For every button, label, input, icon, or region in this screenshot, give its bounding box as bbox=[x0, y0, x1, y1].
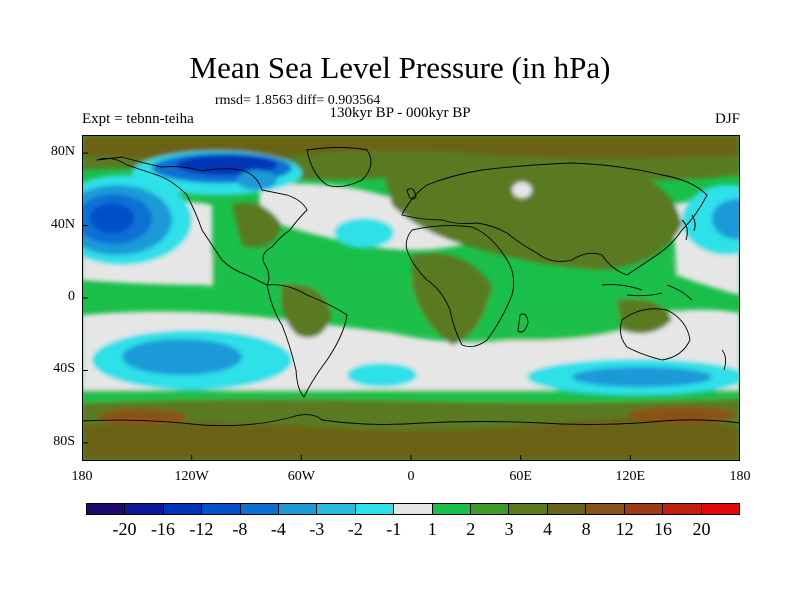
colorbar-swatch bbox=[701, 504, 739, 514]
colorbar-swatch bbox=[125, 504, 164, 514]
lon-ticks bbox=[82, 455, 740, 461]
colorbar-swatch bbox=[240, 504, 280, 514]
north-atlantic-grey bbox=[259, 183, 462, 250]
colorbar-label: -20 bbox=[112, 519, 137, 539]
colorbar-swatch bbox=[471, 504, 510, 514]
colorbar-label: 12 bbox=[615, 519, 634, 539]
colorbar-label: 16 bbox=[654, 519, 673, 539]
colorbar-label: 3 bbox=[504, 519, 514, 539]
australia-olive bbox=[617, 299, 672, 334]
eurasia-olive bbox=[382, 160, 682, 270]
south-pacific-low-inner bbox=[122, 339, 242, 375]
colorbar-swatch bbox=[432, 504, 472, 514]
africa-olive bbox=[412, 253, 492, 345]
colorbar-swatch bbox=[87, 504, 126, 514]
lat-ticks bbox=[82, 152, 88, 444]
south-america-olive bbox=[281, 284, 332, 338]
colorbar-label: 8 bbox=[581, 519, 591, 539]
coastlines bbox=[82, 147, 740, 427]
lon-label: 60W bbox=[287, 469, 315, 484]
colorbar-swatch bbox=[624, 504, 664, 514]
colorbar-label: -16 bbox=[150, 519, 175, 539]
lat-label: 80S bbox=[53, 433, 75, 449]
south-atlantic-low bbox=[347, 363, 417, 387]
indian-low-inner bbox=[572, 367, 712, 387]
arctic-low-core bbox=[177, 155, 277, 175]
season-label: DJF bbox=[714, 111, 740, 127]
stats-label: rmsd= 1.8563 diff= 0.903564 bbox=[215, 93, 381, 108]
colorbar-label: 20 bbox=[692, 519, 711, 539]
lat-label: 0 bbox=[68, 289, 75, 304]
lon-label: 120E bbox=[615, 469, 646, 484]
colorbar-label: 4 bbox=[543, 519, 553, 539]
experiment-label: Expt = tebnn-teiha bbox=[82, 111, 194, 127]
med-grey bbox=[512, 182, 532, 198]
lat-label: 80N bbox=[50, 144, 75, 160]
lon-label: 180 bbox=[729, 469, 751, 484]
colorbar-swatch bbox=[202, 504, 241, 514]
lat-label: 40S bbox=[53, 361, 75, 377]
colorbar bbox=[86, 503, 740, 515]
lon-label: 60E bbox=[509, 469, 532, 484]
figure-title: Mean Sea Level Pressure (in hPa) bbox=[189, 50, 611, 85]
colorbar-swatch bbox=[163, 504, 203, 514]
antarctic-rust-2 bbox=[627, 407, 737, 423]
mid-atlantic-low bbox=[334, 218, 394, 248]
colorbar-swatch bbox=[394, 504, 433, 514]
north-america-olive bbox=[232, 202, 282, 248]
colorbar-label: -1 bbox=[386, 519, 402, 539]
lon-label: 180 bbox=[71, 469, 93, 484]
colorbar-label: -4 bbox=[270, 519, 286, 539]
colorbar-label: 2 bbox=[466, 519, 476, 539]
colorbar-swatch bbox=[547, 504, 587, 514]
lon-label: 120W bbox=[174, 469, 209, 484]
colorbar-label: -12 bbox=[189, 519, 214, 539]
contour-fills bbox=[82, 135, 740, 461]
colorbar-swatch bbox=[663, 504, 702, 514]
east-pacific-low-inner bbox=[712, 199, 740, 239]
antarctic-rust-1 bbox=[97, 409, 187, 425]
colorbar-swatch bbox=[279, 504, 318, 514]
colorbar-swatch bbox=[509, 504, 548, 514]
colorbar-swatch bbox=[586, 504, 625, 514]
colorbar-swatch bbox=[317, 504, 356, 514]
lat-label: 40N bbox=[50, 216, 75, 232]
colorbar-label: -3 bbox=[309, 519, 325, 539]
colorbar-swatch bbox=[355, 504, 395, 514]
colorbar-label: -8 bbox=[232, 519, 248, 539]
aleutian-low-core bbox=[90, 203, 134, 233]
colorbar-label: 1 bbox=[427, 519, 437, 539]
pressure-map bbox=[82, 135, 740, 461]
colorbar-label: -2 bbox=[347, 519, 363, 539]
figure-subtitle: 130kyr BP - 000kyr BP bbox=[329, 105, 471, 121]
antarctic-brown bbox=[82, 417, 740, 461]
lon-label: 0 bbox=[407, 469, 415, 484]
